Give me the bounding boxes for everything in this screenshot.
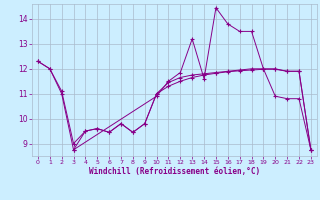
X-axis label: Windchill (Refroidissement éolien,°C): Windchill (Refroidissement éolien,°C): [89, 167, 260, 176]
